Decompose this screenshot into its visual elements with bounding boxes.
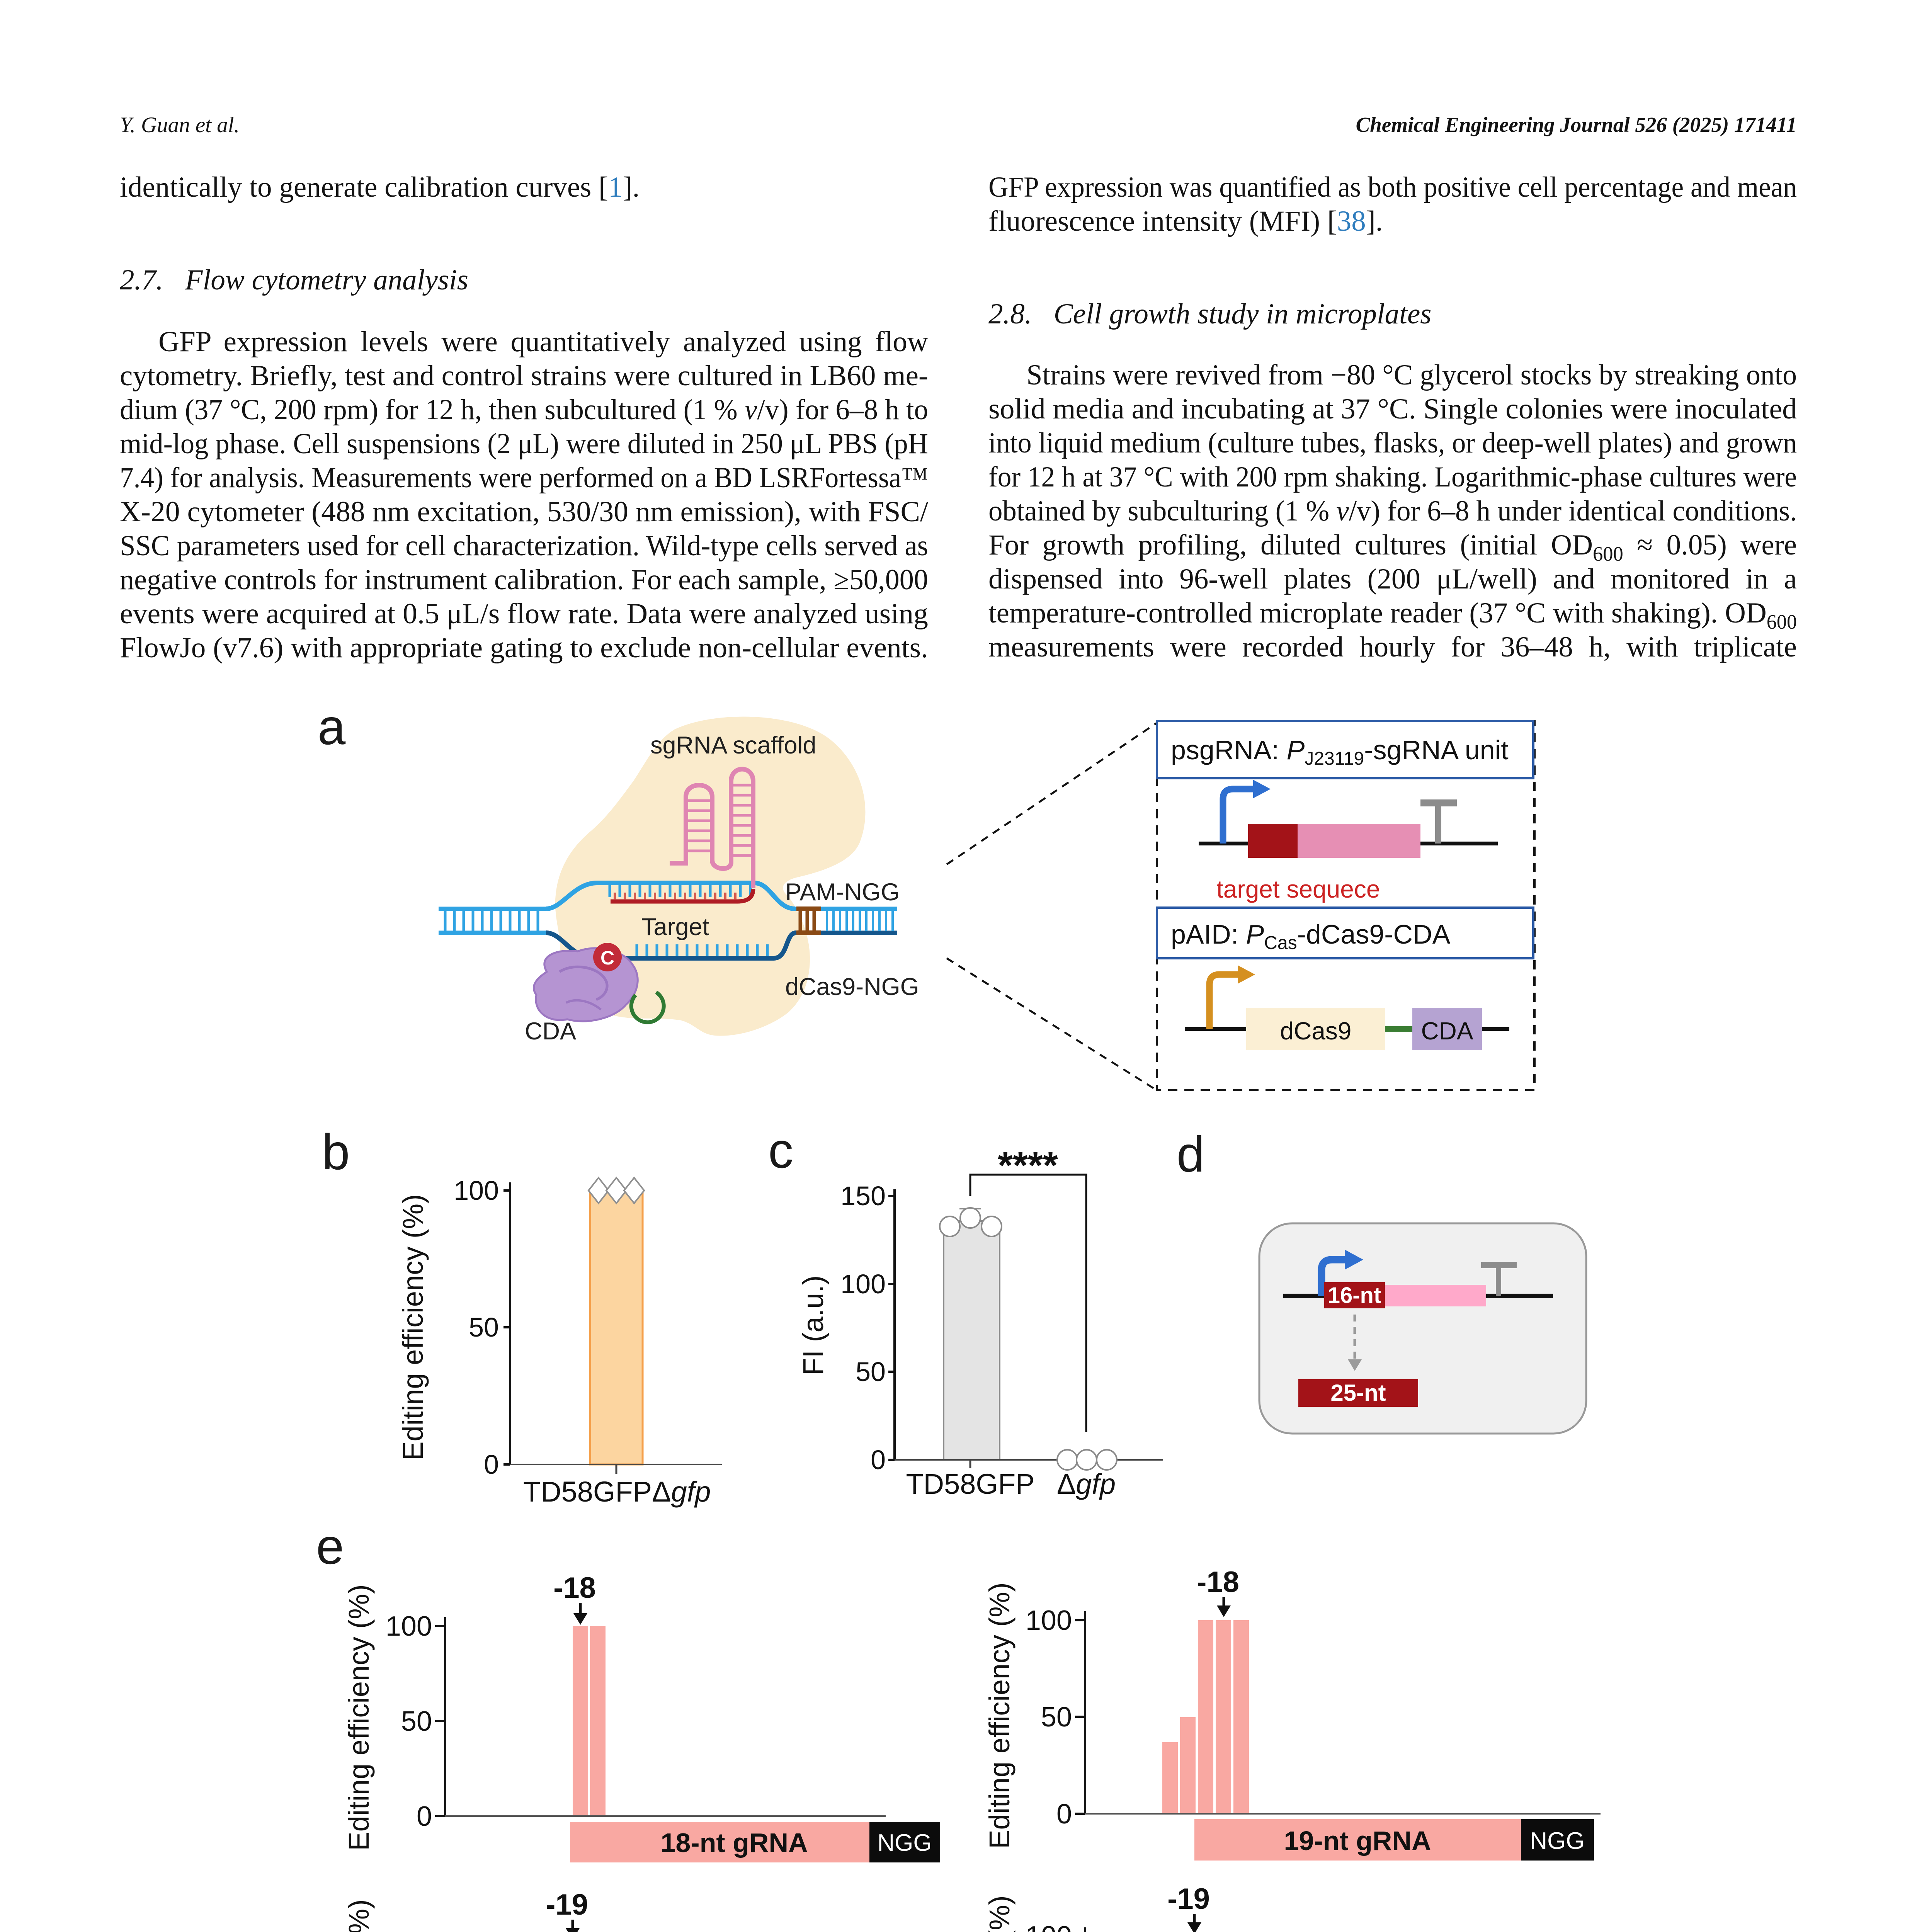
svg-text:e: e	[316, 1518, 344, 1575]
svg-text:d: d	[1177, 1126, 1204, 1182]
svg-text:50: 50	[1041, 1702, 1072, 1733]
svg-text:0: 0	[1056, 1799, 1072, 1830]
svg-text:C: C	[600, 947, 614, 969]
svg-text:pAID: PCas-dCas9-CDA: pAID: PCas-dCas9-CDA	[1171, 919, 1451, 953]
svg-text:b: b	[322, 1124, 350, 1180]
svg-text:100: 100	[1026, 1605, 1072, 1636]
svg-text:CDA: CDA	[525, 1018, 576, 1045]
svg-text:CDA: CDA	[1421, 1017, 1473, 1045]
svg-text:a: a	[318, 699, 346, 755]
svg-text:19-nt gRNA: 19-nt gRNA	[1284, 1826, 1431, 1856]
svg-text:sgRNA scaffold: sgRNA scaffold	[650, 732, 816, 759]
svg-text:-18: -18	[1197, 1566, 1239, 1599]
svg-text:PAM-NGG: PAM-NGG	[785, 879, 900, 906]
svg-text:100: 100	[454, 1175, 499, 1206]
svg-text:100: 100	[840, 1269, 886, 1299]
svg-text:100: 100	[386, 1611, 432, 1642]
svg-text:0: 0	[871, 1445, 886, 1475]
svg-text:100: 100	[1026, 1921, 1072, 1932]
svg-text:TD58GFPΔgfp: TD58GFPΔgfp	[523, 1476, 711, 1508]
svg-text:0: 0	[484, 1449, 499, 1480]
svg-text:Editing efficiency (%): Editing efficiency (%)	[343, 1584, 375, 1851]
svg-text:Target: Target	[641, 913, 709, 940]
svg-text:****: ****	[998, 1144, 1058, 1187]
svg-text:100: 100	[386, 1928, 432, 1932]
svg-text:16-nt: 16-nt	[1328, 1283, 1381, 1308]
svg-text:Editing efficiency (%): Editing efficiency (%)	[983, 1895, 1015, 1932]
svg-text:dCas9-NGG: dCas9-NGG	[785, 973, 919, 1000]
svg-text:Editing efficiency (%): Editing efficiency (%)	[983, 1582, 1015, 1849]
svg-text:FI (a.u.): FI (a.u.)	[797, 1275, 829, 1375]
svg-text:Editing efficiency (%): Editing efficiency (%)	[343, 1899, 375, 1932]
svg-text:target sequece: target sequece	[1216, 875, 1380, 903]
svg-text:50: 50	[469, 1312, 499, 1342]
svg-text:0: 0	[417, 1801, 432, 1832]
svg-text:25-nt: 25-nt	[1330, 1380, 1386, 1406]
svg-text:-19: -19	[546, 1888, 588, 1921]
svg-text:TD58GFP: TD58GFP	[906, 1468, 1034, 1500]
svg-text:150: 150	[840, 1181, 886, 1211]
svg-text:Δgfp: Δgfp	[1057, 1468, 1116, 1500]
svg-text:-18: -18	[553, 1571, 596, 1604]
svg-text:50: 50	[401, 1706, 432, 1737]
svg-text:-19: -19	[1167, 1883, 1210, 1915]
svg-text:NGG: NGG	[877, 1830, 932, 1856]
svg-text:c: c	[768, 1122, 793, 1179]
svg-text:18-nt gRNA: 18-nt gRNA	[660, 1828, 808, 1858]
svg-text:50: 50	[856, 1357, 886, 1387]
svg-text:NGG: NGG	[1530, 1828, 1584, 1854]
svg-text:Editing efficiency (%): Editing efficiency (%)	[397, 1194, 429, 1461]
svg-text:dCas9: dCas9	[1280, 1017, 1352, 1045]
svg-text:psgRNA: PJ23119-sgRNA unit: psgRNA: PJ23119-sgRNA unit	[1171, 735, 1509, 769]
